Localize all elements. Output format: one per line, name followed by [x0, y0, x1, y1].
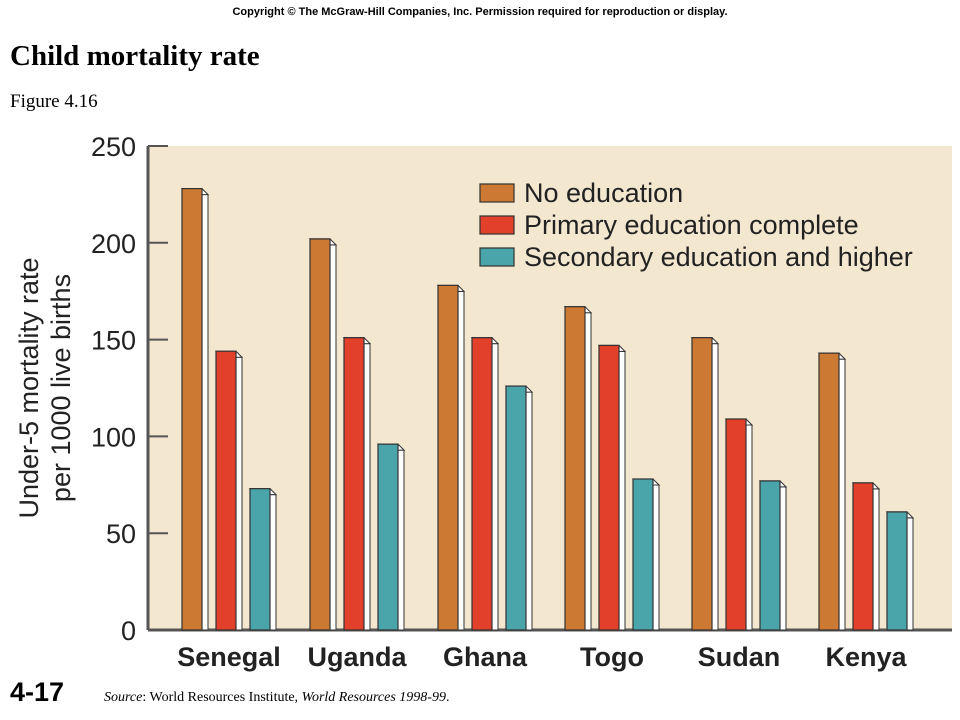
bar-side [745, 424, 753, 631]
bar-side [779, 486, 787, 631]
legend-label: Secondary education and higher [524, 242, 913, 272]
bar-side [838, 358, 846, 631]
bar-side [235, 356, 243, 631]
y-tick-label: 250 [91, 132, 136, 162]
source-note: Source: World Resources Institute, World… [104, 690, 449, 706]
x-tick-label: Sudan [698, 642, 781, 672]
bar-side [525, 391, 533, 631]
bar [818, 352, 840, 631]
bar-side [491, 343, 499, 631]
bar-side [329, 244, 337, 631]
x-tick-label: Ghana [443, 642, 528, 672]
bar-side [906, 517, 914, 631]
bar-side [711, 343, 719, 631]
bar-side [397, 449, 405, 631]
bar [377, 443, 399, 631]
legend-swatch [479, 215, 515, 235]
bar [181, 187, 203, 631]
bar [343, 337, 365, 631]
bar [691, 337, 713, 631]
y-tick-label: 100 [91, 422, 136, 452]
x-tick-label: Togo [580, 642, 644, 672]
y-tick-label: 0 [121, 616, 136, 646]
bar [249, 488, 271, 631]
source-work: World Resources 1998-99 [301, 690, 446, 705]
legend-swatch [479, 183, 515, 203]
bar-side [872, 488, 880, 631]
bar-side [363, 343, 371, 631]
bar-side [652, 484, 660, 631]
legend-label: No education [524, 178, 683, 208]
legend-swatch [479, 247, 515, 267]
bar [725, 418, 747, 631]
bar [598, 344, 620, 631]
bar [437, 284, 459, 631]
y-axis-title-line2: per 1000 live births [46, 274, 76, 502]
bar-side [201, 194, 209, 631]
plot-background [148, 146, 952, 630]
bar [505, 385, 527, 631]
x-tick-label: Uganda [307, 642, 407, 672]
bar [886, 511, 908, 631]
source-end: . [445, 690, 450, 705]
bar-side [618, 350, 626, 631]
bar-side [584, 312, 592, 631]
x-tick-label: Kenya [825, 642, 907, 672]
bar [564, 306, 586, 631]
bar [215, 350, 237, 631]
bar [852, 482, 874, 631]
bar [759, 480, 781, 631]
x-tick-label: Senegal [177, 642, 281, 672]
bar [309, 238, 331, 631]
bar-side [269, 494, 277, 631]
slide-number: 4-17 [10, 677, 65, 707]
source-text: : World Resources Institute, [142, 690, 302, 705]
y-tick-label: 150 [91, 326, 136, 356]
legend-label: Primary education complete [524, 210, 859, 240]
y-tick-label: 50 [106, 519, 136, 549]
bar [632, 478, 654, 631]
y-axis-title-line1: Under-5 mortality rate [14, 257, 44, 518]
page-title: Child mortality rate [10, 40, 260, 72]
copyright-notice: Copyright © The McGraw-Hill Companies, I… [232, 6, 728, 18]
bar-side [457, 290, 465, 631]
y-tick-label: 200 [91, 229, 136, 259]
source-label: Source [104, 690, 143, 705]
figure-caption: Figure 4.16 [10, 91, 98, 112]
bar [471, 337, 493, 631]
